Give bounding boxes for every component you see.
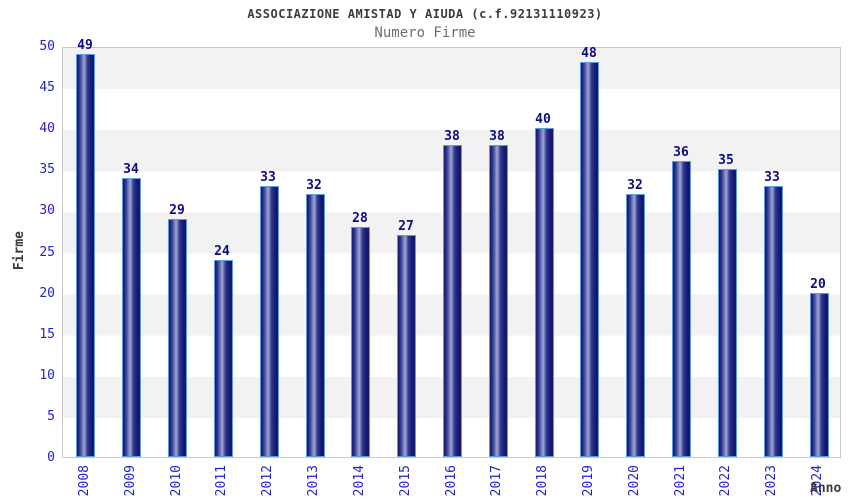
bar [260,186,279,457]
bars-layer [63,48,840,457]
x-tick-label: 2011 [214,465,229,497]
bar-value-label: 32 [627,178,643,193]
x-tick-label: 2016 [444,465,459,497]
bar-value-label: 38 [444,129,460,144]
bar-value-label: 28 [352,211,368,226]
x-tick-label: 2009 [123,465,138,497]
x-tick-label: 2023 [764,465,779,497]
bar [351,227,370,457]
x-tick-label: 2010 [169,465,184,497]
bar-value-label: 33 [764,170,780,185]
bar-value-label: 29 [169,203,185,218]
bar [168,219,187,457]
bar [626,194,645,457]
bar [672,161,691,457]
bar-value-label: 48 [581,46,597,61]
bar [306,194,325,457]
x-tick-label: 2008 [77,465,92,497]
x-tick-label: 2013 [306,465,321,497]
bar [810,293,829,457]
bar-value-label: 40 [535,112,551,127]
y-tick-label: 20 [39,286,55,301]
chart-title: ASSOCIAZIONE AMISTAD Y AIUDA (c.f.921311… [247,7,603,21]
x-tick-label: 2014 [352,465,367,497]
y-tick-label: 10 [39,368,55,383]
bar [489,145,508,457]
bar-value-label: 34 [123,162,139,177]
bar-value-label: 24 [214,244,230,259]
x-tick-label: 2012 [260,465,275,497]
bar [214,260,233,457]
x-axis-title: Anno [810,481,842,496]
bar [718,169,737,457]
y-tick-label: 30 [39,203,55,218]
y-tick-label: 15 [39,327,55,342]
bar-value-label: 49 [77,38,93,53]
bar-value-label: 27 [398,219,414,234]
x-tick-label: 2019 [581,465,596,497]
x-tick-label: 2022 [718,465,733,497]
plot-area [62,47,841,458]
bar-value-label: 33 [260,170,276,185]
y-tick-label: 50 [39,39,55,54]
bar-value-label: 32 [306,178,322,193]
bar [764,186,783,457]
x-tick-label: 2017 [489,465,504,497]
bar [443,145,462,457]
x-tick-label: 2015 [398,465,413,497]
y-tick-label: 0 [47,450,55,465]
y-tick-label: 45 [39,80,55,95]
bar [76,54,95,457]
bar-value-label: 38 [489,129,505,144]
x-tick-label: 2020 [627,465,642,497]
bar-value-label: 20 [810,277,826,292]
bar-value-label: 36 [673,145,689,160]
x-tick-label: 2021 [673,465,688,497]
x-tick-label: 2018 [535,465,550,497]
y-tick-label: 5 [47,409,55,424]
bar [535,128,554,457]
y-tick-label: 40 [39,121,55,136]
bar [397,235,416,457]
y-tick-label: 35 [39,162,55,177]
bar [580,62,599,457]
y-tick-label: 25 [39,245,55,260]
bar-value-label: 35 [718,153,734,168]
chart-subtitle: Numero Firme [374,25,476,41]
bar [122,178,141,457]
